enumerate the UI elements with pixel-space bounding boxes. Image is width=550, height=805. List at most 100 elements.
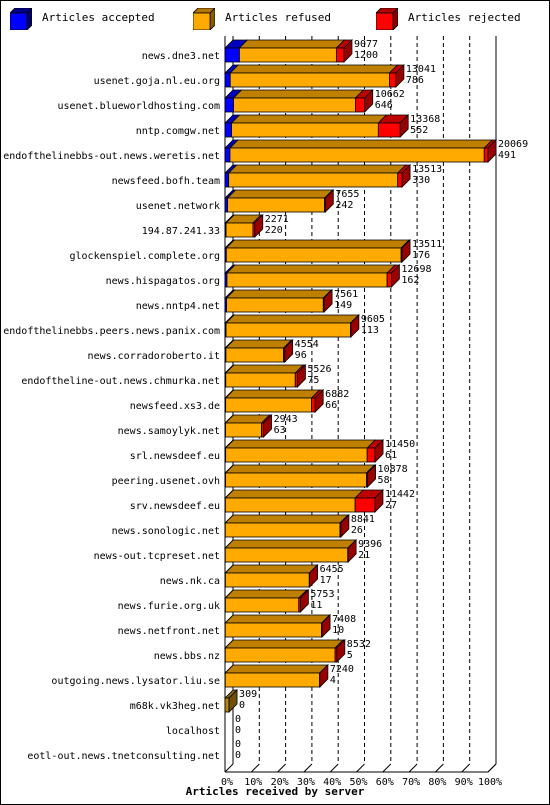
bar-segment-1 bbox=[225, 247, 402, 263]
total-label: 0 bbox=[235, 714, 241, 725]
bar-top-1 bbox=[224, 489, 365, 499]
secondary-label: 0 bbox=[239, 700, 245, 711]
bar-top-1 bbox=[227, 164, 407, 174]
x-tick bbox=[435, 763, 444, 773]
x-tick-label: 0% bbox=[221, 777, 233, 786]
secondary-label: 17 bbox=[320, 575, 332, 586]
secondary-label: 21 bbox=[358, 550, 370, 561]
bar-top-1 bbox=[224, 564, 319, 574]
total-label: 11450 bbox=[385, 439, 415, 450]
secondary-label: 96 bbox=[295, 350, 307, 361]
bar-segment-1 bbox=[239, 47, 337, 63]
bar-top-1 bbox=[226, 264, 397, 274]
bar-side bbox=[374, 489, 384, 513]
secondary-label: 220 bbox=[265, 225, 283, 236]
total-label: 7655 bbox=[335, 189, 359, 200]
x-tick bbox=[382, 763, 392, 773]
secondary-label: 27 bbox=[385, 500, 397, 511]
bar-segment-2 bbox=[335, 47, 345, 63]
bar-segment-1 bbox=[225, 322, 351, 338]
category-label: news.samoylyk.net bbox=[118, 426, 220, 437]
category-label: usenet.blueworldhosting.com bbox=[57, 101, 220, 112]
bar-top-1 bbox=[224, 514, 349, 524]
bar-chart: 0% 10% 20% 30% 40% 50% 60% 70% 80% 90% 100% news.dn… bbox=[3, 36, 528, 786]
secondary-label: 26 bbox=[351, 525, 363, 536]
bar-segment-2 bbox=[397, 172, 403, 188]
bar-segment-1 bbox=[233, 97, 356, 113]
x-tick-label: 20% bbox=[271, 777, 289, 786]
bar-segment-2 bbox=[354, 97, 366, 113]
bar-segment-1 bbox=[224, 622, 322, 638]
bar-top-1 bbox=[224, 464, 376, 474]
secondary-label: 10 bbox=[332, 625, 344, 636]
bar-top-1 bbox=[224, 339, 293, 349]
secondary-label: 4 bbox=[330, 675, 336, 686]
x-axis-title: Articles received by server bbox=[185, 785, 365, 798]
secondary-label: 0 bbox=[235, 750, 241, 761]
bar-side bbox=[284, 339, 294, 363]
category-label: news.nntp4.net bbox=[136, 301, 220, 312]
bar-segment-1 bbox=[225, 347, 284, 363]
bar-segment-1 bbox=[227, 197, 325, 213]
category-label: srl.newsdeef.eu bbox=[130, 451, 220, 462]
bar-segment-1 bbox=[225, 397, 312, 413]
bar-side bbox=[364, 89, 374, 113]
secondary-label: 58 bbox=[378, 475, 390, 486]
category-label: endoftheline-out.news.chmurka.net bbox=[21, 376, 220, 387]
bar-top-1 bbox=[224, 664, 329, 674]
total-label: 10662 bbox=[375, 89, 405, 100]
secondary-label: 176 bbox=[412, 250, 430, 261]
bar-segment-1 bbox=[224, 497, 356, 513]
bar-top-1 bbox=[226, 189, 334, 199]
bar-side bbox=[263, 414, 272, 438]
bar-top-1 bbox=[224, 389, 321, 399]
secondary-label: 11 bbox=[310, 600, 322, 611]
bar-side bbox=[374, 439, 384, 463]
bar-segment-0 bbox=[224, 72, 231, 88]
total-label: 13513 bbox=[412, 164, 442, 175]
bar-segment-1 bbox=[226, 297, 324, 313]
category-label: localhost bbox=[166, 726, 220, 737]
x-tick bbox=[329, 763, 339, 773]
bar-top-1 bbox=[232, 89, 365, 99]
bar-side bbox=[314, 389, 324, 413]
x-tick-label: 80% bbox=[428, 777, 446, 786]
bar-segment-1 bbox=[225, 372, 296, 388]
bar-side bbox=[309, 564, 318, 588]
legend-rejected-swatch bbox=[376, 8, 398, 30]
bar-segment-1 bbox=[225, 422, 262, 438]
secondary-label: 491 bbox=[498, 150, 516, 161]
total-label: 2943 bbox=[274, 414, 298, 425]
category-label: 194.87.241.33 bbox=[142, 226, 220, 237]
bar-top-1 bbox=[224, 439, 377, 449]
category-label: news.dne3.net bbox=[142, 51, 220, 62]
bar-segment-1 bbox=[224, 647, 336, 663]
bar-segment-1 bbox=[225, 447, 368, 463]
bar-segment-2 bbox=[366, 447, 376, 463]
bar-segment-1 bbox=[225, 222, 254, 238]
x-tick bbox=[250, 763, 260, 773]
bar-top-1 bbox=[229, 139, 494, 149]
bar-segment-1 bbox=[231, 122, 379, 138]
bar-side bbox=[336, 639, 346, 663]
x-tick-label: 40% bbox=[323, 777, 341, 786]
category-label: news.bbs.nz bbox=[154, 651, 220, 662]
x-tick-label: 30% bbox=[297, 777, 315, 786]
total-label: 2271 bbox=[265, 214, 289, 225]
bar-segment-0 bbox=[224, 122, 232, 138]
total-label: 13368 bbox=[410, 114, 440, 125]
secondary-label: 330 bbox=[412, 175, 430, 186]
x-tick bbox=[224, 763, 234, 773]
x-tick-label: 50% bbox=[349, 777, 367, 786]
total-label: 6882 bbox=[325, 389, 349, 400]
bar-side bbox=[340, 514, 350, 538]
bar-side bbox=[299, 589, 309, 613]
bar-side bbox=[324, 189, 334, 213]
bar-segment-1 bbox=[224, 597, 300, 613]
bar-segment-1 bbox=[229, 72, 390, 88]
bar-segment-0 bbox=[224, 47, 240, 63]
bar-side bbox=[323, 289, 333, 313]
legend-refused-label: Articles refused bbox=[225, 11, 331, 24]
secondary-label: 786 bbox=[406, 75, 424, 86]
secondary-label: 113 bbox=[361, 325, 379, 336]
